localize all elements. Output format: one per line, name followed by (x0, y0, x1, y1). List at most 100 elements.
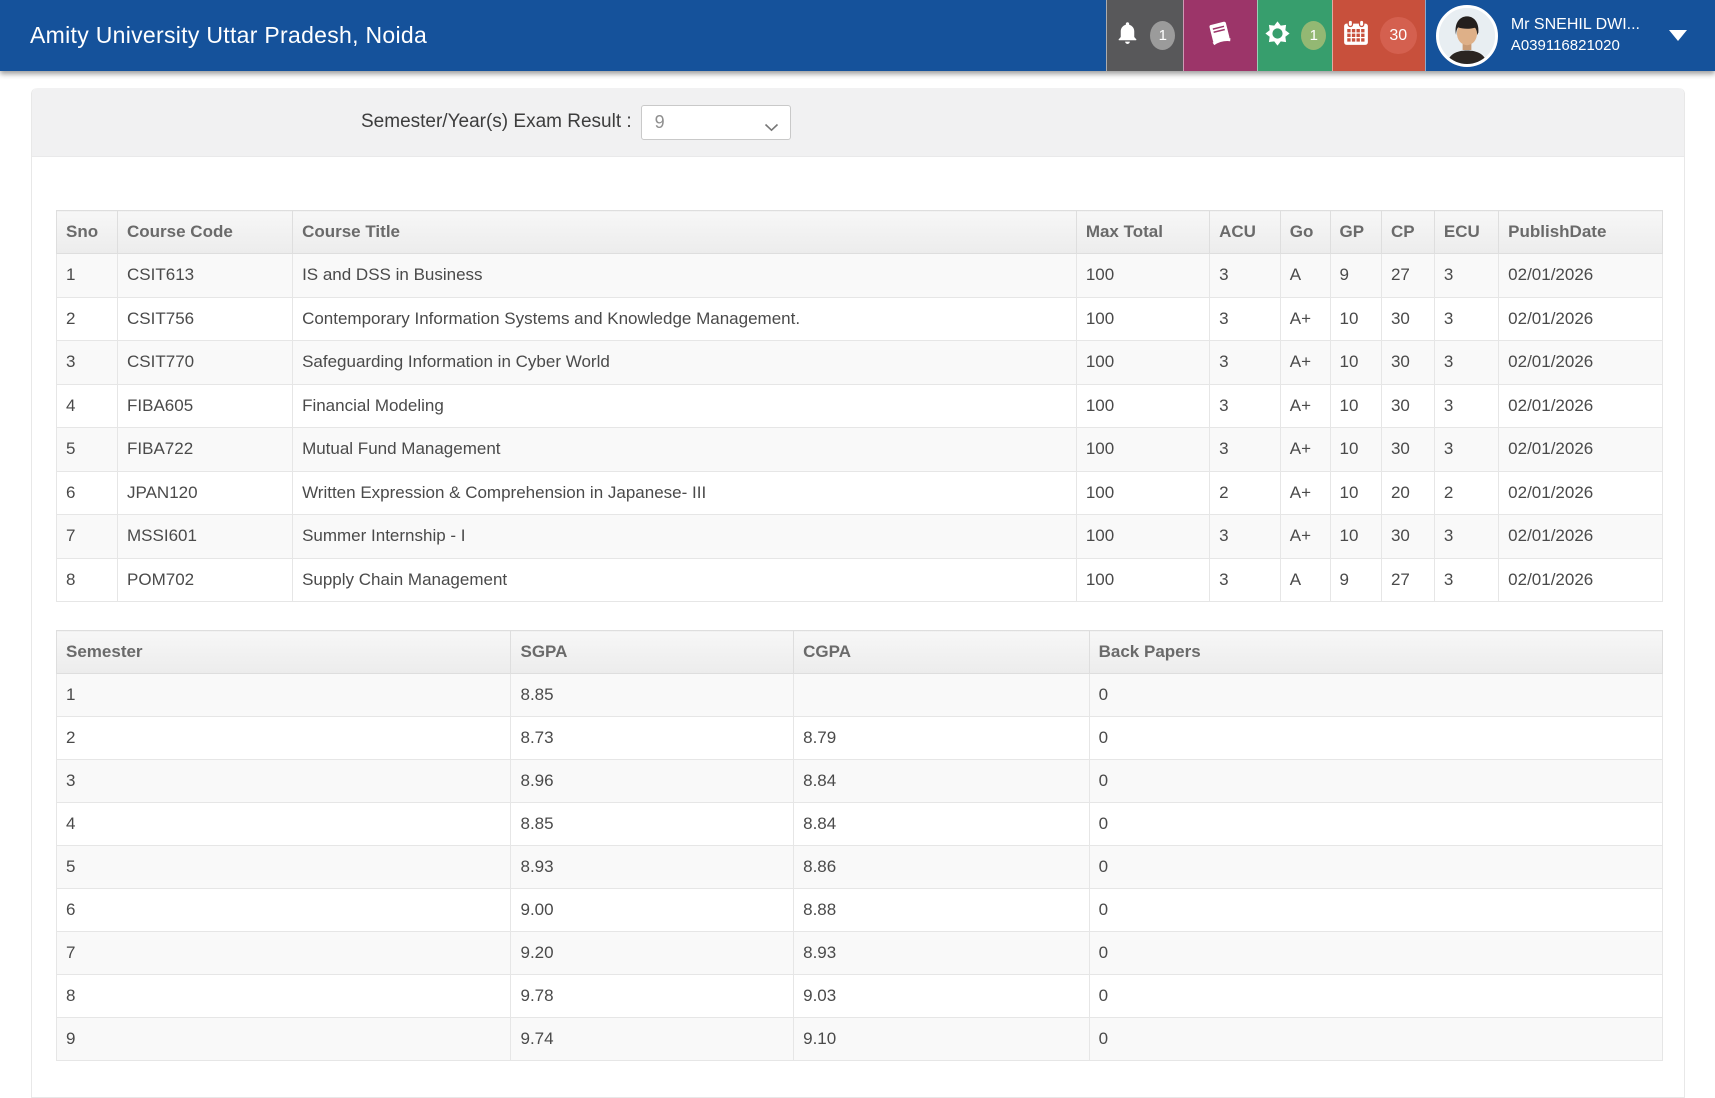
bell-icon (1114, 20, 1141, 52)
user-menu[interactable]: Mr SNEHIL DWI... A039116821020 (1424, 0, 1715, 71)
cell: 3 (1433, 427, 1500, 472)
semester-summary-table: Semester SGPA CGPA Back Papers 1 8.85 0 2 8.73 8.… (55, 630, 1664, 1061)
cell: 3 (1433, 383, 1500, 428)
cell: 100 (1075, 253, 1211, 298)
cell: IS and DSS in Business (292, 253, 1077, 298)
notifications-count-badge: 1 (1150, 21, 1176, 50)
cell: 3 (1209, 427, 1281, 472)
cell: A (1279, 557, 1331, 602)
cell: 3 (1209, 340, 1281, 385)
table-row: 4 8.85 8.84 0 (55, 802, 1664, 846)
cell: 3 (55, 759, 512, 803)
cell: 3 (1433, 514, 1500, 559)
cell: 0 (1088, 931, 1664, 975)
cell: Mutual Fund Management (292, 427, 1077, 472)
cell: 3 (1433, 340, 1500, 385)
attendance-calendar-button[interactable]: 30 (1331, 0, 1425, 71)
column-header: Sno (55, 210, 119, 254)
cell: 2 (55, 296, 119, 341)
semester-filter-label: Semester/Year(s) Exam Result : (361, 111, 632, 132)
cell: 4 (55, 802, 512, 846)
table-row: 6 9.00 8.88 0 (55, 888, 1664, 932)
cell: 02/01/2026 (1498, 253, 1663, 298)
cell: 100 (1075, 557, 1211, 602)
calendar-icon (1341, 18, 1371, 53)
cell: 0 (1088, 1017, 1664, 1061)
table-row: 5 FIBA722 Mutual Fund Management 100 3 A+ 10 30… (55, 427, 1663, 472)
cell: 30 (1380, 427, 1435, 472)
cell: 6 (55, 470, 119, 515)
cell: 10 (1329, 383, 1382, 428)
cell: 3 (1433, 253, 1500, 298)
cell: 8.96 (510, 759, 795, 803)
cell: 10 (1329, 340, 1382, 385)
book-icon (1205, 18, 1235, 53)
table-row: 3 8.96 8.84 0 (55, 759, 1664, 803)
semester-filter-band: Semester/Year(s) Exam Result : 9 (32, 88, 1684, 157)
cell: 9.78 (510, 974, 795, 1018)
cell: A+ (1279, 470, 1331, 515)
cell: A+ (1279, 514, 1331, 559)
chevron-down-icon (1669, 30, 1687, 41)
cell: 0 (1088, 759, 1664, 803)
results-card: Semester/Year(s) Exam Result : 9 Sno Cour… (31, 88, 1685, 1098)
column-header: Max Total (1075, 210, 1211, 254)
table-row: 6 JPAN120 Written Expression & Comprehensi… (55, 470, 1663, 515)
column-header: ECU (1433, 210, 1500, 254)
cell: 02/01/2026 (1498, 514, 1663, 559)
cell: 7 (55, 931, 512, 975)
cell: 02/01/2026 (1498, 470, 1663, 515)
cell: MSSI601 (117, 514, 294, 559)
page-title: Amity University Uttar Pradesh, Noida (30, 22, 428, 48)
settings-button[interactable]: 1 (1256, 0, 1332, 71)
table-row: 2 CSIT756 Contemporary Information Systems… (55, 296, 1663, 341)
user-info: Mr SNEHIL DWI... A039116821020 (1511, 15, 1640, 55)
cell: 9.03 (793, 974, 1090, 1018)
cell: 6 (55, 888, 512, 932)
cell: 30 (1380, 383, 1435, 428)
notifications-button[interactable]: 1 (1105, 0, 1183, 71)
cell: Supply Chain Management (292, 557, 1077, 602)
cell: 9.74 (510, 1017, 795, 1061)
cell: 3 (1209, 383, 1281, 428)
semester-select[interactable]: 9 (640, 104, 791, 140)
cell: 0 (1088, 716, 1664, 760)
cell: 2 (55, 716, 512, 760)
cell (793, 673, 1090, 717)
table-row: 2 8.73 8.79 0 (55, 716, 1664, 760)
top-navigation-bar: Amity University Uttar Pradesh, Noida 1 (0, 0, 1715, 71)
cell: 8.84 (793, 759, 1090, 803)
cell: 8 (55, 557, 119, 602)
cell: 100 (1075, 470, 1211, 515)
cell: POM702 (117, 557, 294, 602)
cell: JPAN120 (117, 470, 294, 515)
cell: 3 (1209, 253, 1281, 298)
column-header: Back Papers (1088, 630, 1664, 674)
table-row: 3 CSIT770 Safeguarding Information in Cybe… (55, 340, 1663, 385)
cell: A+ (1279, 383, 1331, 428)
table-row: 5 8.93 8.86 0 (55, 845, 1664, 889)
column-header: ACU (1209, 210, 1281, 254)
cell: 9.20 (510, 931, 795, 975)
cell: 3 (1433, 557, 1500, 602)
header-row: Sno Course Code Course Title Max Total ACU Go… (55, 210, 1663, 254)
cell: 3 (1209, 514, 1281, 559)
cell: 7 (55, 514, 119, 559)
user-name: Mr SNEHIL DWI... (1510, 16, 1640, 34)
cell: A+ (1279, 296, 1331, 341)
column-header: SGPA (510, 630, 795, 674)
cell: 10 (1329, 514, 1382, 559)
cell: 02/01/2026 (1498, 383, 1663, 428)
library-button[interactable] (1182, 0, 1257, 71)
cell: 20 (1380, 470, 1435, 515)
table-row: 8 POM702 Supply Chain Management 100 3 A 9 27 3 0… (55, 557, 1663, 602)
cell: A (1279, 253, 1331, 298)
cell: 10 (1329, 427, 1382, 472)
cell: 9.10 (793, 1017, 1090, 1061)
card-body: Sno Course Code Course Title Max Total ACU Go… (32, 157, 1684, 1061)
cell: 8.85 (510, 673, 795, 717)
cell: 0 (1088, 845, 1664, 889)
column-header: Go (1279, 210, 1331, 254)
table-row: 1 8.85 0 (55, 673, 1664, 717)
column-header: GP (1329, 210, 1382, 254)
